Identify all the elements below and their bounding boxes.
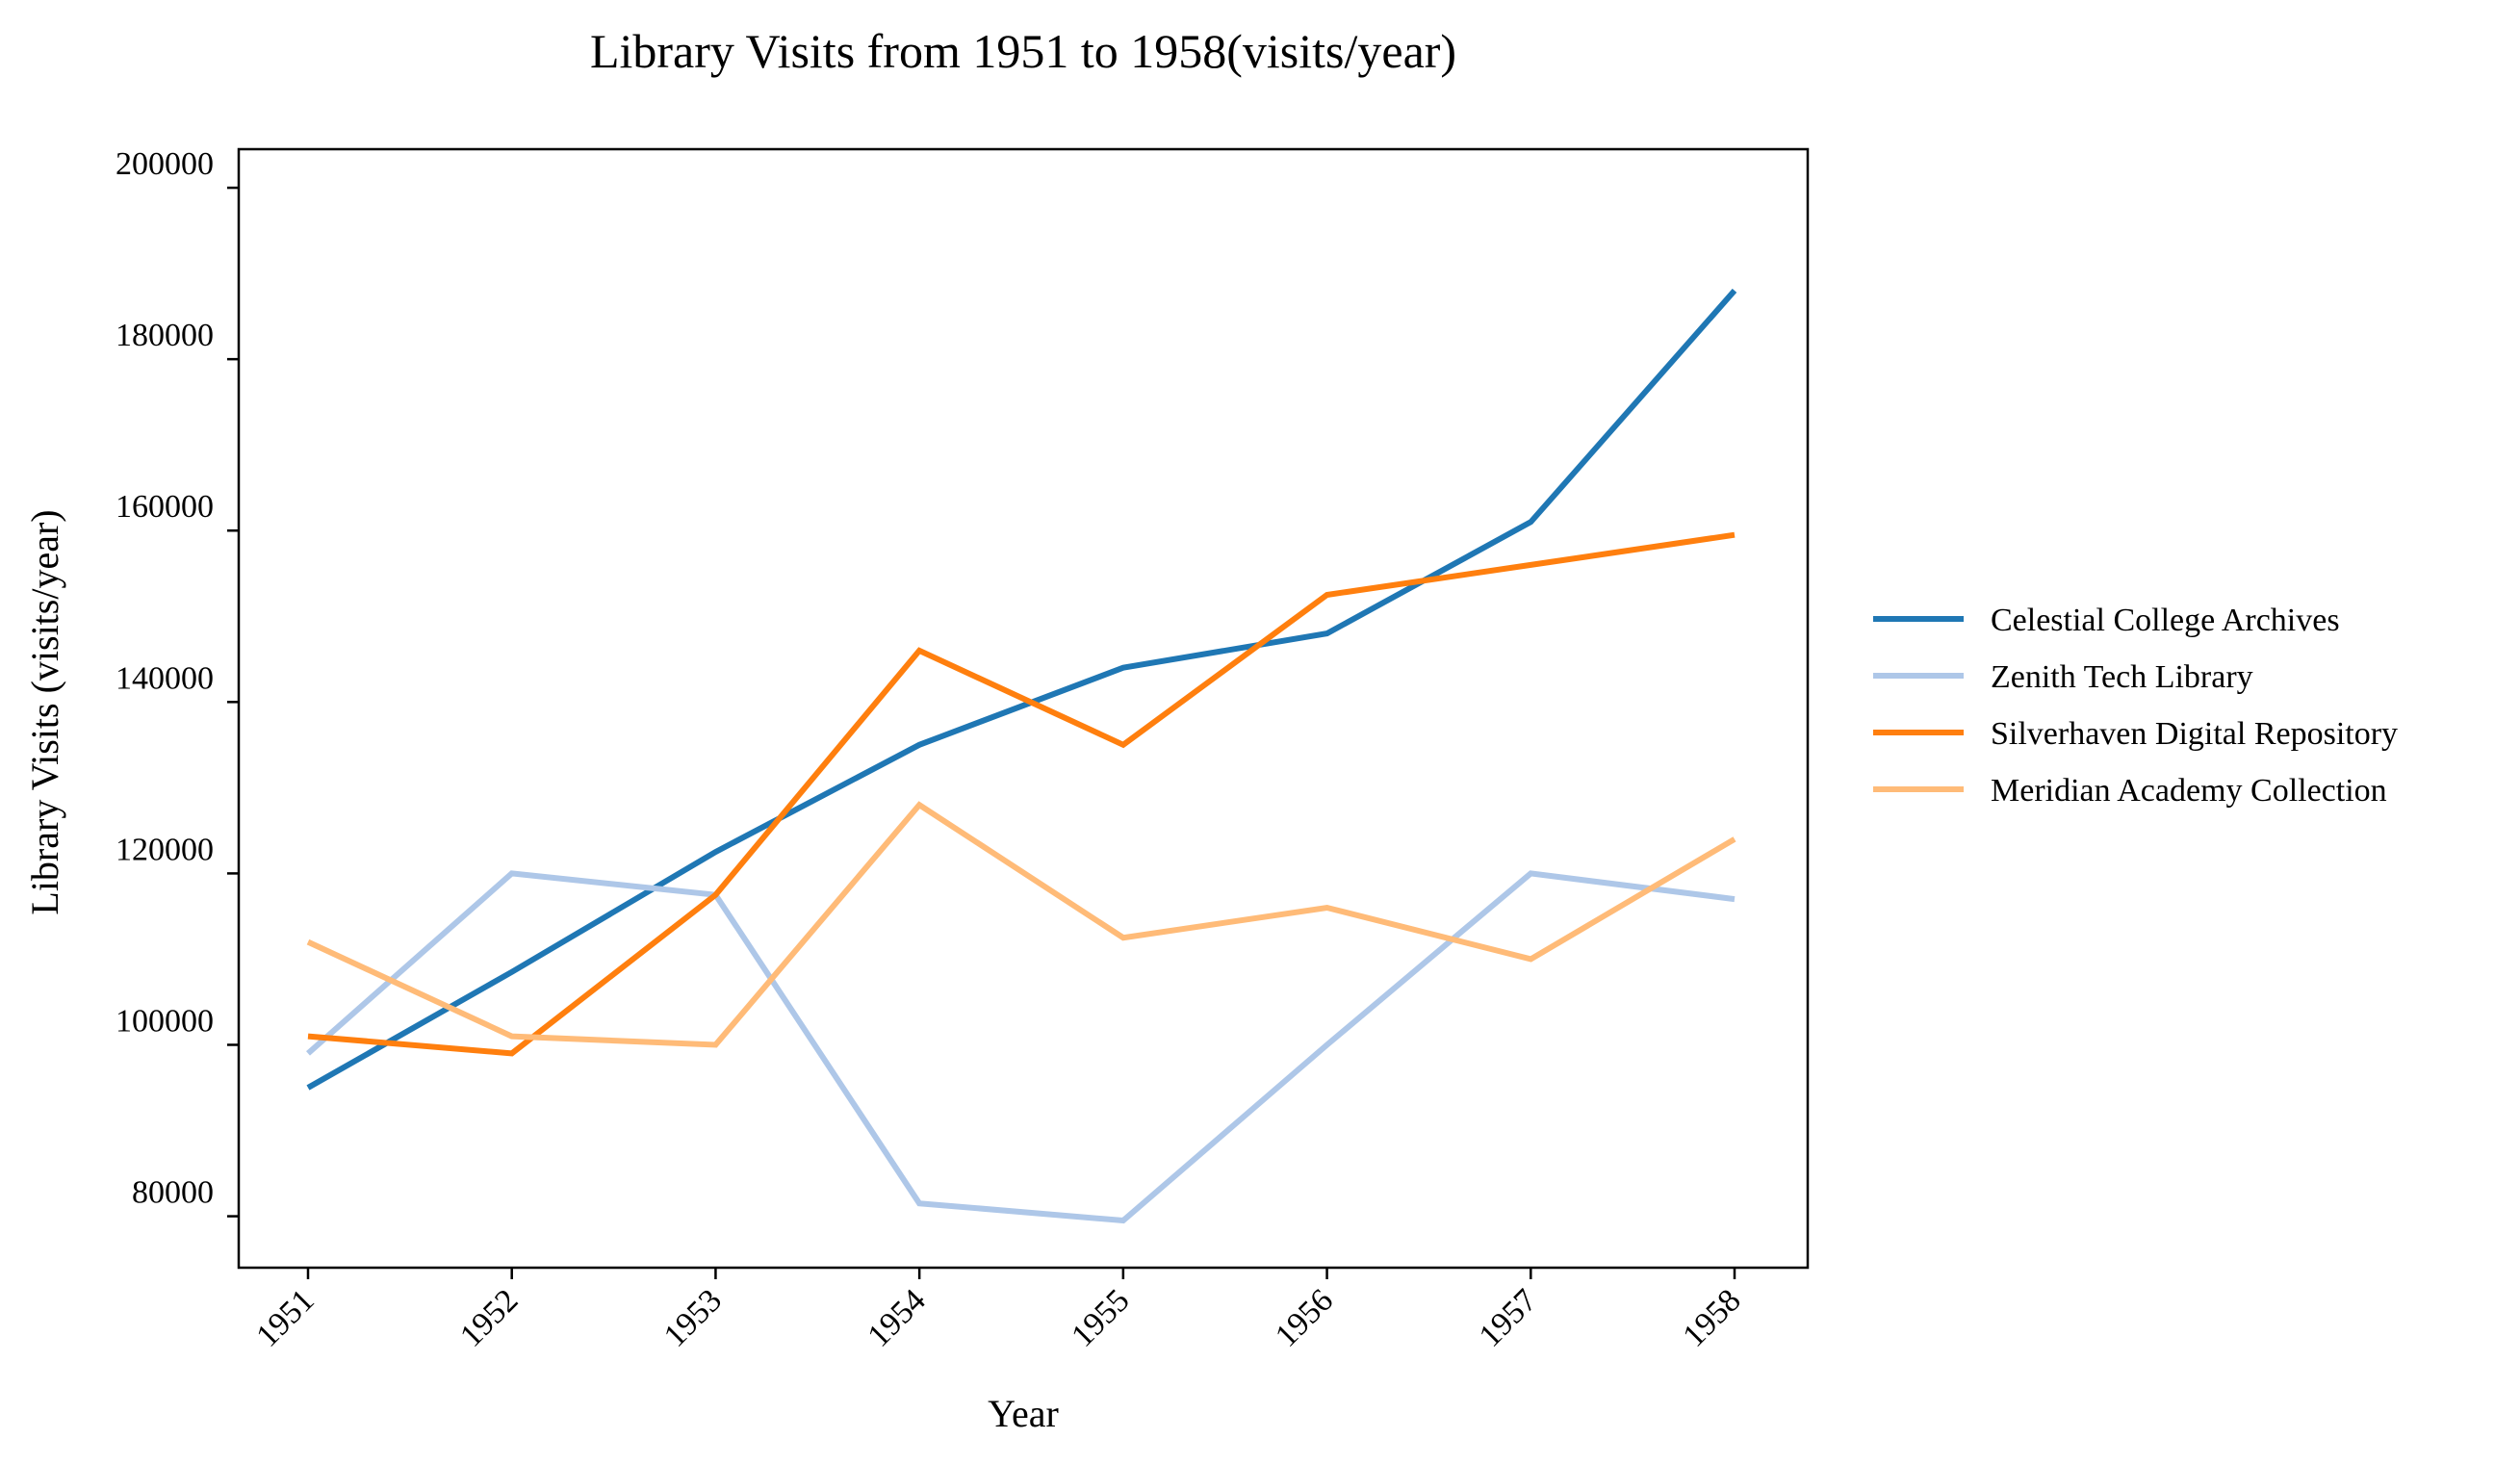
plot-frame (237, 147, 1810, 1270)
legend-label-3: Meridian Academy Collection (1991, 773, 2387, 809)
series-line-1 (306, 870, 1736, 1224)
legend-label-2: Silverhaven Digital Repository (1991, 716, 2398, 752)
y-axis-label: Library Visits (visits/year) (23, 509, 66, 914)
y-tick-label: 120000 (116, 832, 214, 867)
x-tick-label: 1958 (1676, 1282, 1747, 1353)
y-tick-label: 200000 (116, 146, 214, 182)
y-tick-label: 160000 (116, 489, 214, 525)
x-tick-label: 1956 (1269, 1282, 1340, 1353)
series-line-2 (307, 531, 1736, 1057)
x-tick-label: 1954 (861, 1282, 933, 1353)
x-tick-label: 1952 (453, 1282, 525, 1353)
legend-label-1: Zenith Tech Library (1991, 659, 2253, 695)
series-line-0 (306, 288, 1737, 1091)
series-line-3 (306, 801, 1736, 1048)
chart-title: Library Visits from 1951 to 1958(visits/… (590, 24, 1456, 78)
y-tick-label: 80000 (132, 1175, 214, 1211)
x-tick-label: 1951 (249, 1282, 321, 1353)
y-tick-label: 100000 (116, 1003, 214, 1039)
x-tick-label: 1957 (1473, 1282, 1544, 1353)
y-tick-label: 180000 (116, 318, 214, 353)
legend-label-0: Celestial College Archives (1991, 603, 2340, 638)
x-axis-label: Year (988, 1392, 1059, 1435)
x-tick-label: 1955 (1065, 1282, 1136, 1353)
plot-area: 80000 100000 120000 140000 160000 180000 20000… (116, 146, 1810, 1354)
legend: Celestial College Archives Zenith Tech Li… (1873, 603, 2398, 809)
x-tick-label: 1953 (657, 1282, 729, 1353)
y-tick-label: 140000 (116, 660, 214, 696)
